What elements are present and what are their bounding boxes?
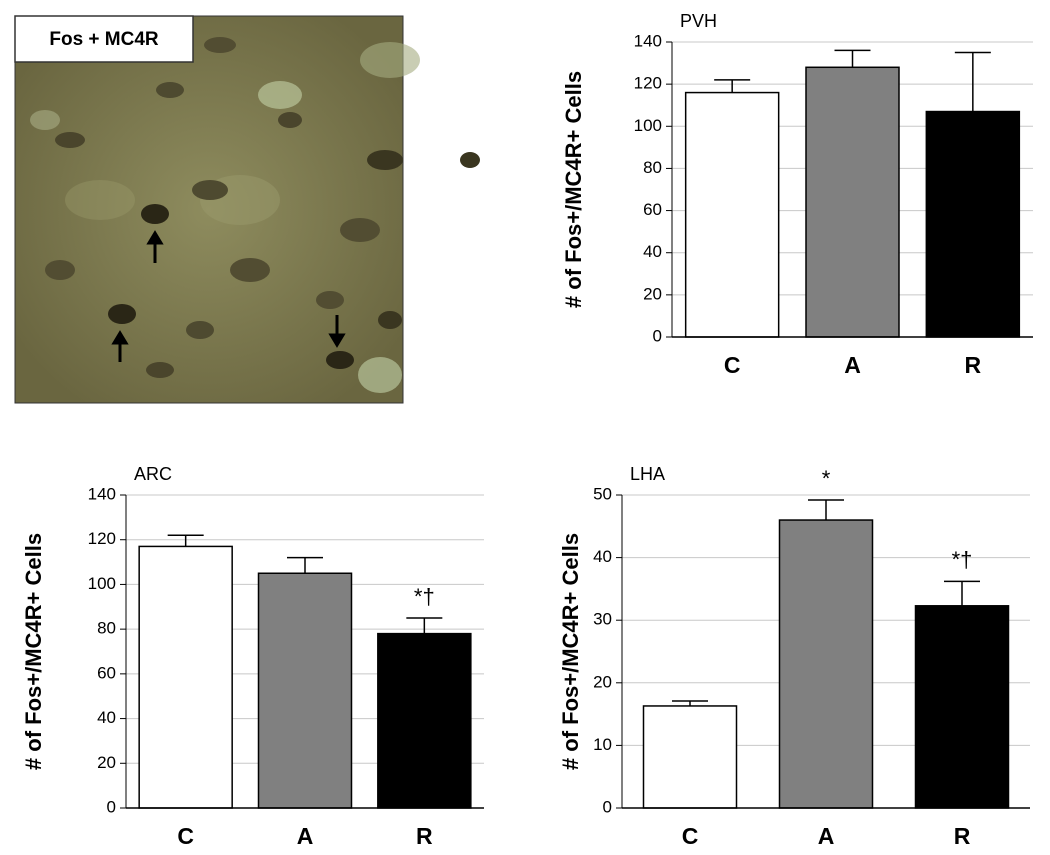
x-tick-label: A (818, 823, 835, 849)
chart-title: ARC (134, 464, 172, 484)
y-tick-label: 20 (593, 672, 612, 691)
y-tick-label: 0 (653, 326, 662, 345)
y-tick-label: 50 (593, 484, 612, 503)
y-tick-label: 30 (593, 610, 612, 629)
y-tick-label: 60 (643, 200, 662, 219)
y-tick-label: 100 (88, 574, 116, 593)
bar (257, 572, 353, 809)
y-tick-label: 40 (97, 708, 116, 727)
bar (925, 110, 1021, 338)
chart-title: PVH (680, 11, 717, 31)
x-tick-label: A (297, 823, 314, 849)
annotation: *† (952, 547, 973, 572)
y-tick-label: 80 (97, 619, 116, 638)
annotation: * (822, 466, 831, 491)
bar (778, 519, 874, 809)
bar-chart: ARC# of Fos+/MC4R+ Cells0204060801001201… (21, 464, 484, 849)
y-tick-label: 20 (97, 753, 116, 772)
bar (684, 91, 780, 338)
x-tick-label: A (844, 352, 861, 378)
x-tick-label: C (177, 823, 194, 849)
bar (377, 632, 472, 809)
y-tick-label: 10 (593, 735, 612, 754)
x-tick-label: R (965, 352, 982, 378)
bar-chart: PVH # of Fos+/MC4R+ Cells 0 20 40 60 80 100 120 1… (561, 11, 1033, 378)
y-axis-label: # of Fos+/MC4R+ Cells (21, 533, 46, 770)
y-tick-label: 80 (643, 158, 662, 177)
bar-chart: LHA # of Fos+/MC4R+ Cells 0 10 20 30 40 50 C * A *†… (558, 464, 1030, 849)
y-tick-label: 60 (97, 663, 116, 682)
y-axis-label: # of Fos+/MC4R+ Cells (558, 533, 583, 770)
y-tick-label: 40 (593, 547, 612, 566)
x-tick-label: R (954, 823, 971, 849)
y-tick-label: 140 (634, 31, 662, 50)
micrograph: Fos + MC4R (14, 15, 480, 404)
y-tick-label: 0 (603, 797, 612, 816)
chart-title: LHA (630, 464, 665, 484)
y-tick-label: 20 (643, 284, 662, 303)
bar (642, 705, 738, 809)
y-tick-label: 0 (107, 797, 116, 816)
y-axis-label: # of Fos+/MC4R+ Cells (561, 71, 586, 308)
x-tick-label: C (682, 823, 699, 849)
image-label: Fos + MC4R (49, 29, 159, 50)
y-tick-label: 120 (634, 74, 662, 93)
annotation: *† (414, 584, 435, 609)
y-tick-label: 40 (643, 242, 662, 261)
y-tick-label: 140 (88, 484, 116, 503)
bar (805, 66, 900, 338)
x-tick-label: R (416, 823, 433, 849)
bar (914, 605, 1010, 809)
x-tick-label: C (724, 352, 741, 378)
y-tick-label: 100 (634, 116, 662, 135)
bar (138, 545, 233, 809)
y-tick-label: 120 (88, 529, 116, 548)
